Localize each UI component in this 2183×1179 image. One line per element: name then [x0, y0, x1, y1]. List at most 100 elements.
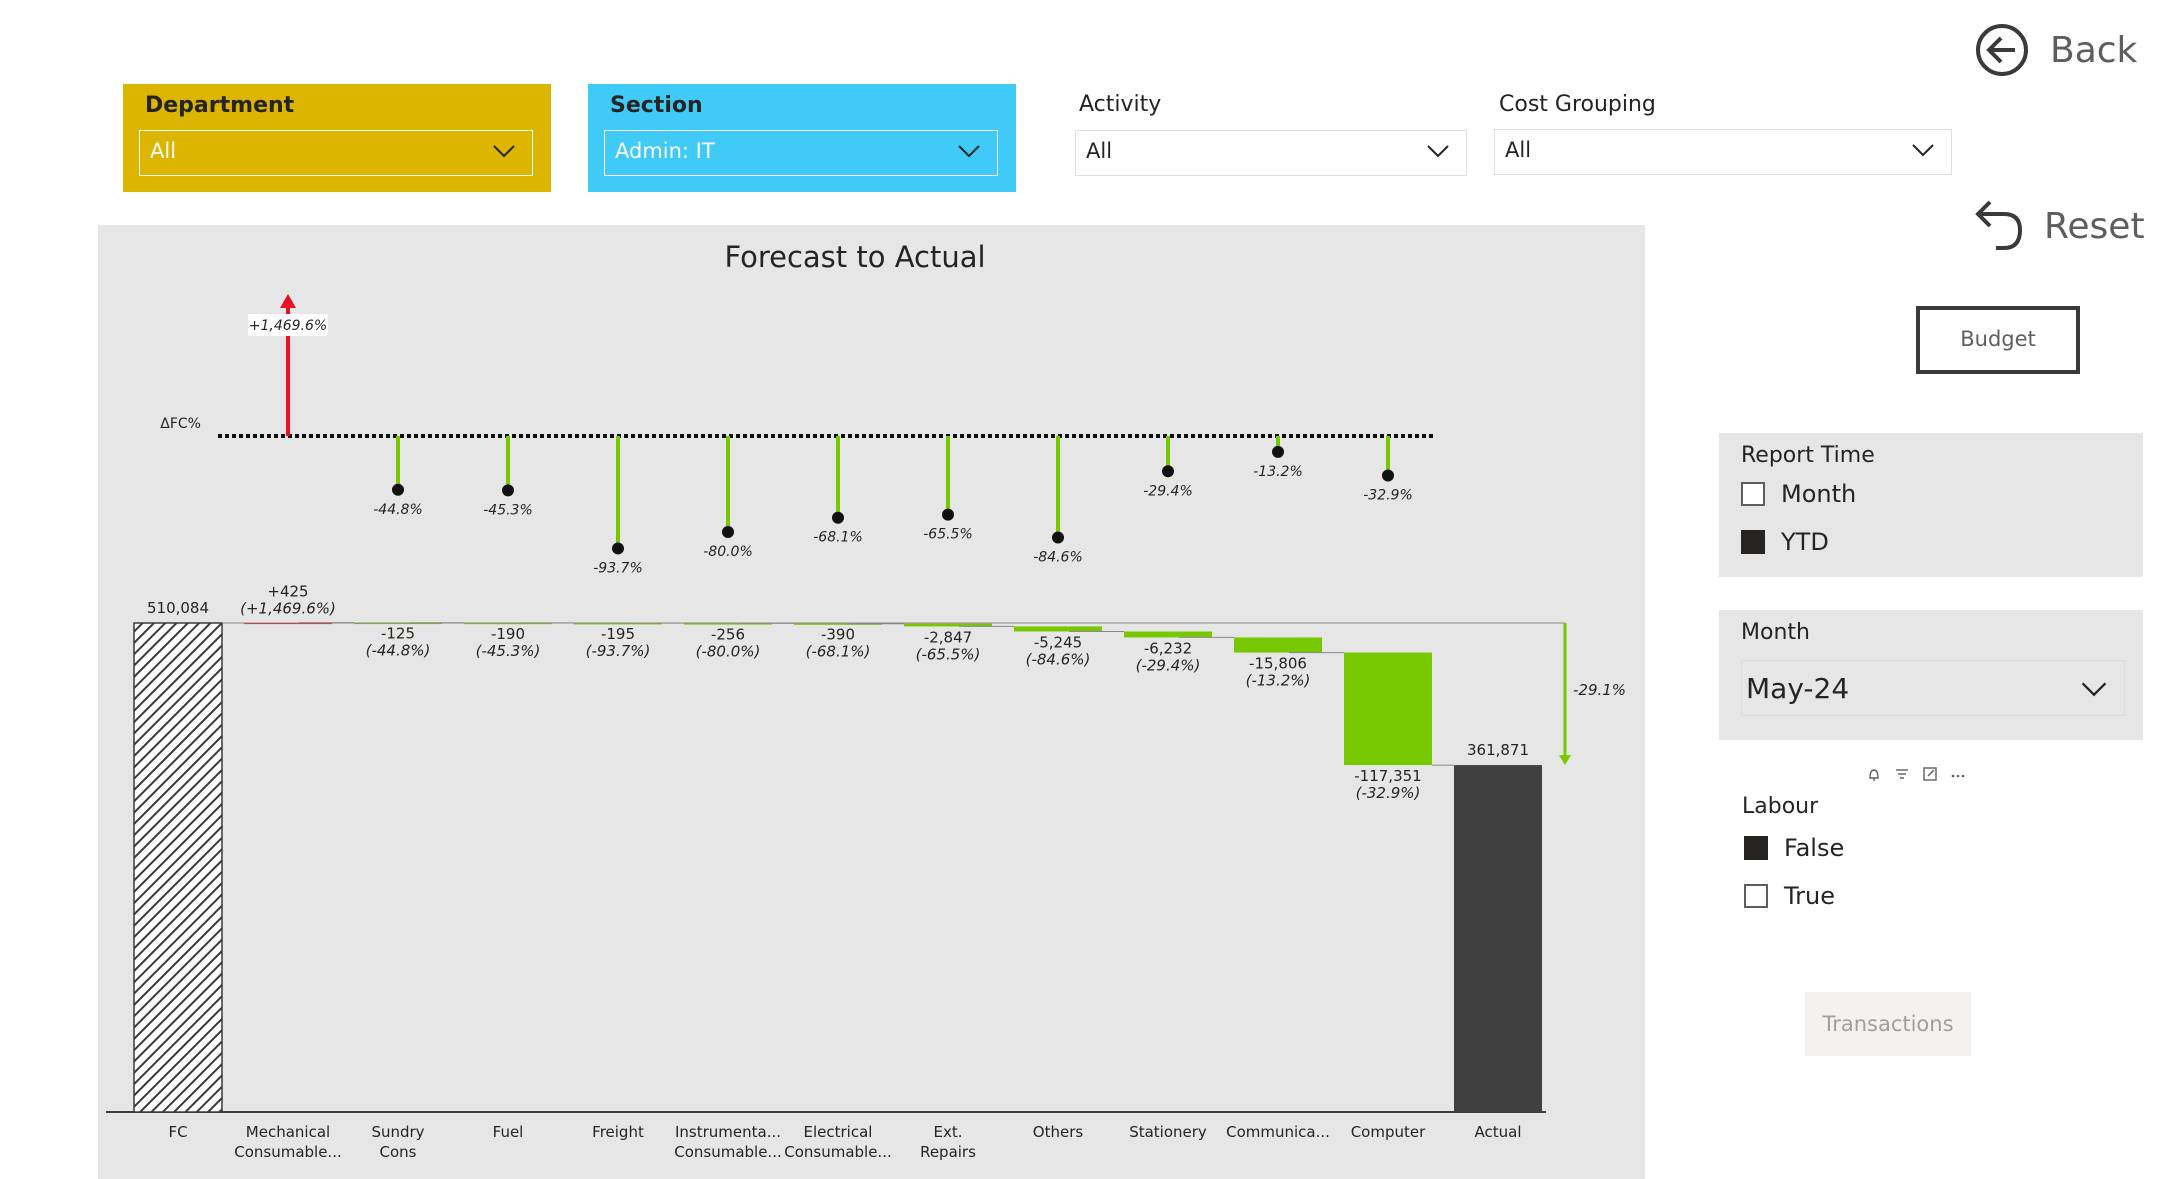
data-label-pct: (-32.9%) — [1356, 784, 1421, 802]
department-dropdown[interactable]: All — [139, 130, 533, 176]
activity-dropdown[interactable]: All — [1075, 130, 1467, 176]
focus-mode-icon[interactable] — [1922, 766, 1938, 782]
month-title: Month — [1741, 620, 1810, 645]
transactions-button[interactable]: Transactions — [1805, 992, 1971, 1056]
x-tick-label: Ext. — [933, 1123, 962, 1141]
report-time-option-label: YTD — [1781, 528, 1829, 556]
pin-icon[interactable] — [1866, 766, 1882, 782]
data-label: -117,351 — [1354, 767, 1421, 785]
forecast-to-actual-chart: Forecast to Actual 510,084 FC +425 (+1,469.… — [98, 225, 1645, 1179]
cost-grouping-dropdown-value: All — [1505, 138, 1532, 162]
report-time-option-label: Month — [1781, 480, 1857, 508]
bar-step — [684, 623, 772, 625]
x-tick-label: Consumable... — [784, 1143, 892, 1161]
labour-option-label: False — [1784, 834, 1845, 862]
report-time-title: Report Time — [1741, 443, 1875, 468]
data-label-pct: (+1,469.6%) — [240, 600, 336, 618]
more-options-icon[interactable] — [1950, 766, 1966, 782]
undo-arrow-icon — [1975, 200, 2023, 250]
bar-fc — [133, 622, 223, 1113]
delta-label-bg — [248, 314, 328, 336]
data-label-pct: (-13.2%) — [1246, 672, 1311, 690]
x-tick-label: Freight — [592, 1123, 644, 1141]
chart-title: Forecast to Actual — [724, 240, 986, 274]
labour-option-false[interactable]: False — [1744, 834, 1844, 862]
data-label: -190 — [491, 625, 525, 643]
data-label: -125 — [381, 625, 415, 643]
x-tick-label: Computer — [1351, 1123, 1426, 1141]
data-label-pct: (-65.5%) — [916, 645, 981, 663]
bar-actual — [1454, 765, 1542, 1112]
total-delta-arrow — [1559, 755, 1571, 766]
month-dropdown[interactable]: May-24 — [1741, 660, 2125, 716]
cost-grouping-dropdown[interactable]: All — [1494, 129, 1952, 175]
delta-pin-head — [1162, 465, 1174, 478]
bar-step — [794, 623, 882, 625]
back-label: Back — [2050, 29, 2138, 71]
data-label: -6,232 — [1144, 639, 1192, 657]
reset-label: Reset — [2044, 205, 2145, 247]
budget-button[interactable]: Budget — [1916, 306, 2080, 374]
data-label-pct: (-29.4%) — [1136, 656, 1201, 674]
bar-step — [574, 622, 662, 625]
delta-pin-head — [612, 542, 624, 555]
delta-pin-head — [1272, 445, 1284, 458]
chevron-down-icon — [1427, 145, 1449, 158]
x-tick-label: Instrumenta... — [675, 1123, 781, 1141]
section-slicer: Section Admin: IT — [588, 84, 1016, 192]
x-tick-label: Stationery — [1129, 1123, 1207, 1141]
data-label-pct: (-80.0%) — [696, 642, 761, 660]
section-dropdown-value: Admin: IT — [615, 139, 715, 163]
data-label: -2,847 — [924, 628, 972, 646]
x-tick-label: Consumable... — [234, 1143, 342, 1161]
chevron-down-icon — [493, 145, 515, 158]
month-panel: Month May-24 — [1719, 610, 2143, 740]
delta-label: -68.1% — [813, 530, 863, 546]
x-tick-label: Actual — [1475, 1123, 1522, 1141]
delta-label: +1,469.6% — [249, 318, 327, 334]
activity-dropdown-value: All — [1086, 139, 1113, 163]
data-label-pct: (-68.1%) — [806, 643, 871, 661]
department-slicer: Department All — [123, 84, 551, 192]
checkbox[interactable] — [1744, 836, 1768, 860]
bar-step — [1344, 652, 1432, 766]
data-label: 510,084 — [147, 599, 209, 617]
delta-axis-label: ΔFC% — [160, 416, 201, 432]
reset-button[interactable]: Reset — [1974, 198, 2145, 254]
back-button[interactable]: Back — [1974, 22, 2137, 78]
delta-label: -84.6% — [1033, 550, 1083, 566]
total-delta-label: -29.1% — [1573, 681, 1626, 699]
delta-label: -45.3% — [483, 502, 533, 518]
checkbox[interactable] — [1741, 530, 1765, 554]
bar-step — [1124, 631, 1212, 638]
checkbox[interactable] — [1744, 884, 1768, 908]
x-tick-label: Cons — [380, 1143, 417, 1161]
data-label: +425 — [267, 583, 308, 601]
data-label-pct: (-44.8%) — [366, 642, 431, 660]
data-label: -256 — [711, 625, 745, 643]
labour-option-true[interactable]: True — [1744, 882, 1835, 910]
report-time-option-ytd[interactable]: YTD — [1741, 528, 1829, 556]
x-tick-label: Consumable... — [674, 1143, 782, 1161]
month-dropdown-value: May-24 — [1746, 672, 1850, 705]
report-time-panel: Report Time Month YTD — [1719, 433, 2143, 577]
chevron-down-icon — [2081, 682, 2107, 697]
department-slicer-title: Department — [145, 93, 295, 118]
section-dropdown[interactable]: Admin: IT — [604, 130, 998, 176]
department-dropdown-value: All — [150, 139, 177, 163]
checkbox[interactable] — [1741, 482, 1765, 506]
bar-step — [1014, 626, 1102, 632]
report-time-option-month[interactable]: Month — [1741, 480, 1856, 508]
x-tick-label: Electrical — [804, 1123, 873, 1141]
delta-pin-head — [1382, 469, 1394, 482]
x-tick-label: Others — [1033, 1123, 1084, 1141]
delta-pin-head — [832, 511, 844, 524]
data-label-pct: (-45.3%) — [476, 642, 541, 660]
data-label-pct: (-93.7%) — [586, 642, 651, 660]
bar-step — [1234, 637, 1322, 653]
filter-icon[interactable] — [1894, 766, 1910, 782]
data-label: -5,245 — [1034, 633, 1082, 651]
delta-pin-head — [502, 484, 514, 497]
delta-pin-head — [722, 526, 734, 538]
data-label: 361,871 — [1467, 741, 1529, 759]
